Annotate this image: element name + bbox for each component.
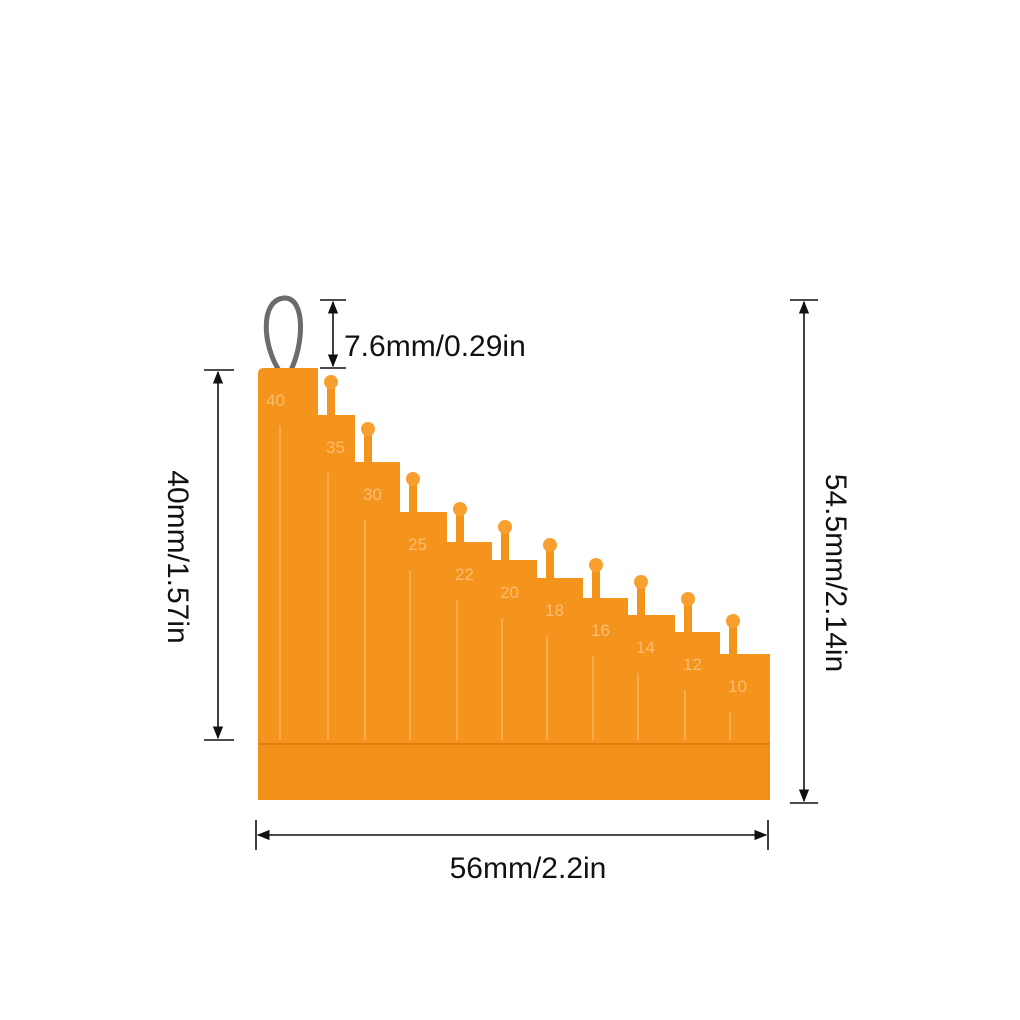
pin [546, 548, 554, 578]
gauge-tool: 40 35 30 25 22 20 18 16 14 12 10 [258, 368, 770, 800]
step-label: 20 [500, 583, 519, 602]
width-dimension: 56mm/2.2in [255, 820, 769, 885]
step-label: 16 [591, 621, 610, 640]
pin-head [681, 592, 695, 606]
step-label: 35 [326, 438, 345, 457]
pin-head [361, 422, 375, 436]
pin [456, 512, 464, 542]
left-height-label: 40mm/1.57in [161, 470, 194, 643]
width-label: 56mm/2.2in [450, 852, 607, 885]
pin-head [726, 614, 740, 628]
step-label: 12 [683, 655, 702, 674]
pin-head [589, 558, 603, 572]
gauge-body [258, 368, 770, 800]
pin-head [543, 538, 557, 552]
loop-dimension: 7.6mm/0.29in [320, 299, 526, 369]
base-shade [258, 745, 770, 800]
pin-head [406, 472, 420, 486]
right-dimension: 54.5mm/2.14in [790, 299, 852, 804]
total-height-label: 54.5mm/2.14in [819, 474, 852, 672]
pin-head [324, 375, 338, 389]
step-label: 30 [363, 485, 382, 504]
step-label: 22 [455, 565, 474, 584]
left-dimension: 40mm/1.57in [161, 369, 234, 741]
step-label: 14 [636, 638, 655, 657]
step-label: 40 [266, 391, 285, 410]
step-label: 10 [728, 677, 747, 696]
pin [409, 482, 417, 512]
step-label: 25 [408, 535, 427, 554]
pin [364, 432, 372, 462]
step-label: 18 [545, 601, 564, 620]
pin-head [634, 575, 648, 589]
pin [501, 530, 509, 560]
wire-loop [263, 295, 304, 374]
pin-head [498, 520, 512, 534]
pin [592, 568, 600, 598]
pin [729, 624, 737, 654]
pin-head [453, 502, 467, 516]
pin [684, 602, 692, 632]
pin [327, 385, 335, 415]
loop-height-label: 7.6mm/0.29in [344, 330, 526, 363]
pin [637, 585, 645, 615]
